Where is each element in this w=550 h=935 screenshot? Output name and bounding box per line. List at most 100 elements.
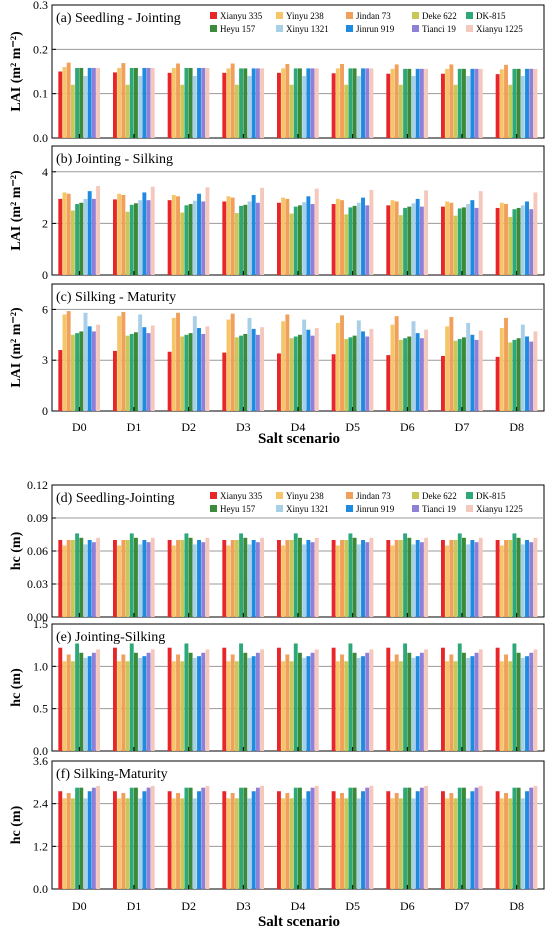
- bar-D1-5: [129, 787, 134, 889]
- bar-D0-2: [62, 545, 67, 617]
- bar-D4-8: [306, 791, 311, 889]
- bar-D2-3: [176, 540, 180, 617]
- y-tick-label: 0.06: [27, 544, 48, 558]
- bar-D4-3: [285, 654, 290, 751]
- bar-D4-8: [306, 68, 311, 138]
- bar-D5-1: [331, 540, 336, 617]
- bar-D5-6: [352, 205, 357, 275]
- legend-swatch: [210, 505, 217, 512]
- bar-D3-1: [222, 352, 227, 411]
- bar-D6-6: [407, 68, 412, 138]
- bar-D4-2: [281, 197, 286, 275]
- bar-D8-10: [533, 68, 538, 138]
- legend-swatch: [346, 12, 353, 19]
- y-axis-label: hc (m): [9, 531, 24, 570]
- bar-D8-1: [495, 207, 500, 275]
- panel-2: 0 3 6 D0 D1 D2 D3 D4 D5 D6 D7 D8 (c) Silking - Matur…: [9, 283, 545, 434]
- bar-D1-3: [121, 63, 126, 138]
- bar-D5-9: [365, 542, 370, 617]
- bar-D5-1: [331, 73, 336, 138]
- x-tick-label: D5: [345, 420, 360, 434]
- bar-D7-10: [478, 330, 483, 411]
- x-tick-label: D8: [509, 420, 524, 434]
- y-tick-label: 1.5: [33, 617, 48, 631]
- bar-D7-4: [453, 340, 458, 411]
- bar-D8-6: [516, 652, 521, 751]
- bar-D7-9: [474, 339, 479, 411]
- bar-D3-7: [247, 798, 252, 889]
- bar-D1-1: [113, 791, 117, 889]
- bar-D6-10: [424, 190, 429, 275]
- bar-D6-4: [398, 339, 403, 411]
- bar-D3-3: [230, 540, 235, 617]
- bar-D0-7: [83, 312, 88, 411]
- bar-D2-5: [184, 643, 189, 751]
- bar-D4-6: [298, 68, 302, 138]
- bar-D6-10: [424, 68, 429, 138]
- bar-D6-4: [398, 798, 403, 889]
- bar-D4-7: [302, 657, 307, 751]
- bar-D7-1: [441, 355, 445, 411]
- legend-label: Xinyu 1321: [286, 24, 329, 34]
- bar-D6-4: [398, 215, 403, 275]
- bar-D3-9: [255, 202, 260, 275]
- bar-D2-8: [197, 67, 201, 138]
- x-tick-label: D0: [72, 420, 87, 434]
- bar-D4-5: [293, 787, 298, 889]
- bar-D0-2: [62, 192, 67, 275]
- bar-D4-7: [302, 544, 307, 617]
- bar-D1-10: [150, 325, 155, 411]
- bar-D2-5: [184, 787, 189, 889]
- bar-D2-2: [171, 661, 176, 751]
- legend-swatch: [276, 25, 283, 32]
- bar-D4-10: [314, 188, 319, 275]
- legend-swatch: [412, 505, 419, 512]
- bar-D1-10: [150, 67, 155, 138]
- bar-D7-1: [441, 647, 445, 751]
- y-axis-label: LAI (m² m⁻²): [9, 31, 24, 112]
- legend-swatch: [346, 25, 353, 32]
- y-tick-label: 0.5: [33, 702, 48, 716]
- bar-D1-2: [117, 67, 122, 138]
- bar-D3-10: [260, 537, 265, 617]
- bar-D8-6: [516, 537, 521, 617]
- bar-D0-4: [70, 540, 75, 617]
- bar-D0-5: [75, 533, 80, 617]
- bar-D8-6: [516, 338, 521, 411]
- bar-D0-6: [79, 537, 84, 617]
- bar-D0-3: [66, 193, 71, 275]
- x-tick-label: D8: [509, 899, 524, 913]
- bar-D1-6: [134, 203, 138, 275]
- bar-D8-3: [504, 654, 508, 751]
- bar-D8-1: [495, 356, 500, 411]
- bar-D2-3: [176, 654, 180, 751]
- bar-D8-9: [529, 787, 534, 889]
- bar-D7-4: [453, 798, 458, 889]
- bar-D4-2: [281, 321, 286, 411]
- bar-D4-5: [293, 336, 298, 411]
- bar-D1-2: [117, 193, 122, 275]
- bar-D7-8: [470, 791, 475, 889]
- bar-D4-7: [302, 319, 307, 411]
- bar-D8-7: [520, 544, 525, 617]
- bar-D6-3: [394, 540, 399, 617]
- bar-D6-7: [411, 544, 416, 617]
- bar-D3-2: [226, 545, 231, 617]
- bar-D2-8: [197, 540, 201, 617]
- bar-D0-2: [62, 661, 67, 751]
- bar-D7-7: [466, 75, 471, 138]
- legend-label: Xinyu 1321: [286, 504, 329, 514]
- bar-D7-8: [470, 200, 475, 275]
- bar-D4-9: [310, 787, 315, 889]
- legend-swatch: [210, 25, 217, 32]
- bar-D1-9: [146, 652, 151, 751]
- bar-D0-8: [87, 67, 92, 138]
- bar-D8-5: [512, 339, 517, 411]
- bar-D7-2: [445, 326, 450, 411]
- bar-D6-2: [390, 545, 395, 617]
- bar-D5-5: [348, 643, 353, 751]
- bar-D2-4: [180, 798, 185, 889]
- bar-D8-7: [520, 798, 525, 889]
- bar-D1-10: [150, 785, 155, 889]
- bar-D4-1: [277, 202, 281, 275]
